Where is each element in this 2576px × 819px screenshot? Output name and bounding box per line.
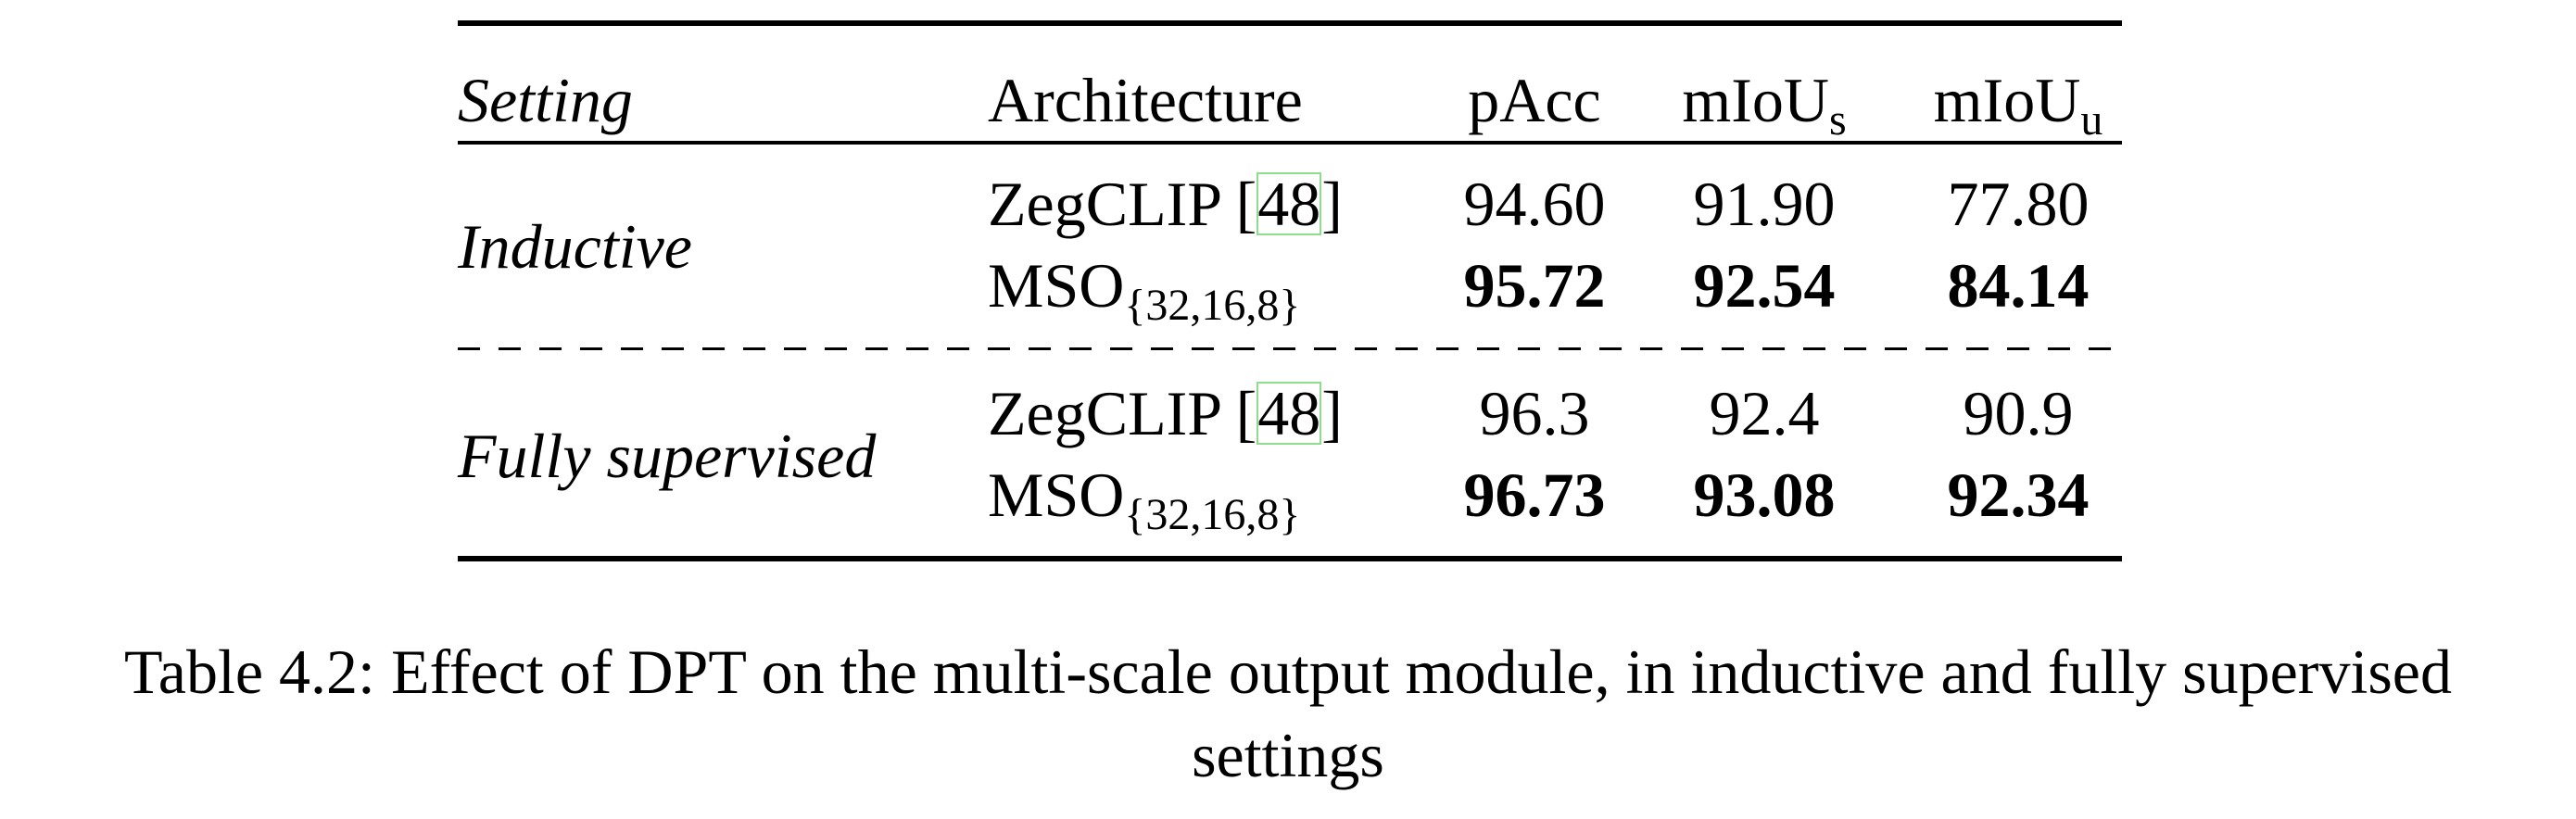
table-cell-best: 96.73	[1463, 460, 1606, 530]
arch-subscript: {32,16,8}	[1124, 490, 1301, 539]
caption-line-2: settings	[1192, 720, 1384, 790]
header-mious-main: mIoU	[1682, 65, 1829, 135]
header-mious: mIoUs	[1672, 69, 1857, 143]
header-mious-sub: s	[1828, 95, 1847, 145]
header-setting: Setting	[458, 65, 633, 135]
arch-mso-inductive: MSO{32,16,8}	[988, 254, 1300, 328]
table-cell-best: 84.14	[1947, 250, 2090, 321]
table-cell-best: 95.72	[1463, 250, 1606, 321]
top-rule	[458, 20, 2122, 26]
caption-line-1: Table 4.2: Effect of DPT on the multi-sc…	[124, 636, 2452, 707]
setting-inductive: Inductive	[458, 211, 692, 282]
arch-label: ZegCLIP	[988, 169, 1220, 239]
bottom-rule	[458, 556, 2122, 561]
arch-label: ZegCLIP	[988, 378, 1220, 448]
header-miouu-sub: u	[2080, 95, 2103, 145]
arch-mso-supervised: MSO{32,16,8}	[988, 463, 1300, 537]
table-cell: 91.90	[1693, 169, 1836, 239]
header-rule	[458, 141, 2122, 145]
arch-label: MSO	[988, 250, 1125, 321]
table-cell: 92.4	[1709, 378, 1820, 448]
header-architecture: Architecture	[988, 65, 1303, 135]
citation-link[interactable]: 48	[1256, 378, 1322, 448]
table-cell-best: 93.08	[1693, 460, 1836, 530]
group-divider	[458, 347, 2122, 350]
header-miouu: mIoUu	[1926, 69, 2111, 143]
arch-label: MSO	[988, 460, 1125, 530]
setting-fully-supervised: Fully supervised	[458, 421, 877, 491]
header-miouu-main: mIoU	[1933, 65, 2081, 135]
table-cell-best: 92.54	[1693, 250, 1836, 321]
table-cell: 77.80	[1947, 169, 2090, 239]
arch-zegclip-inductive: ZegCLIP [48]	[988, 169, 1343, 239]
table-cell: 96.3	[1479, 378, 1590, 448]
arch-zegclip-supervised: ZegCLIP [48]	[988, 378, 1343, 448]
table-cell-best: 92.34	[1947, 460, 2090, 530]
arch-subscript: {32,16,8}	[1124, 281, 1301, 330]
table-cell: 94.60	[1463, 169, 1606, 239]
citation-link[interactable]: 48	[1256, 169, 1322, 239]
table-cell: 90.9	[1963, 378, 2074, 448]
header-pacc: pAcc	[1468, 65, 1601, 135]
table-caption: Table 4.2: Effect of DPT on the multi-sc…	[0, 630, 2576, 797]
